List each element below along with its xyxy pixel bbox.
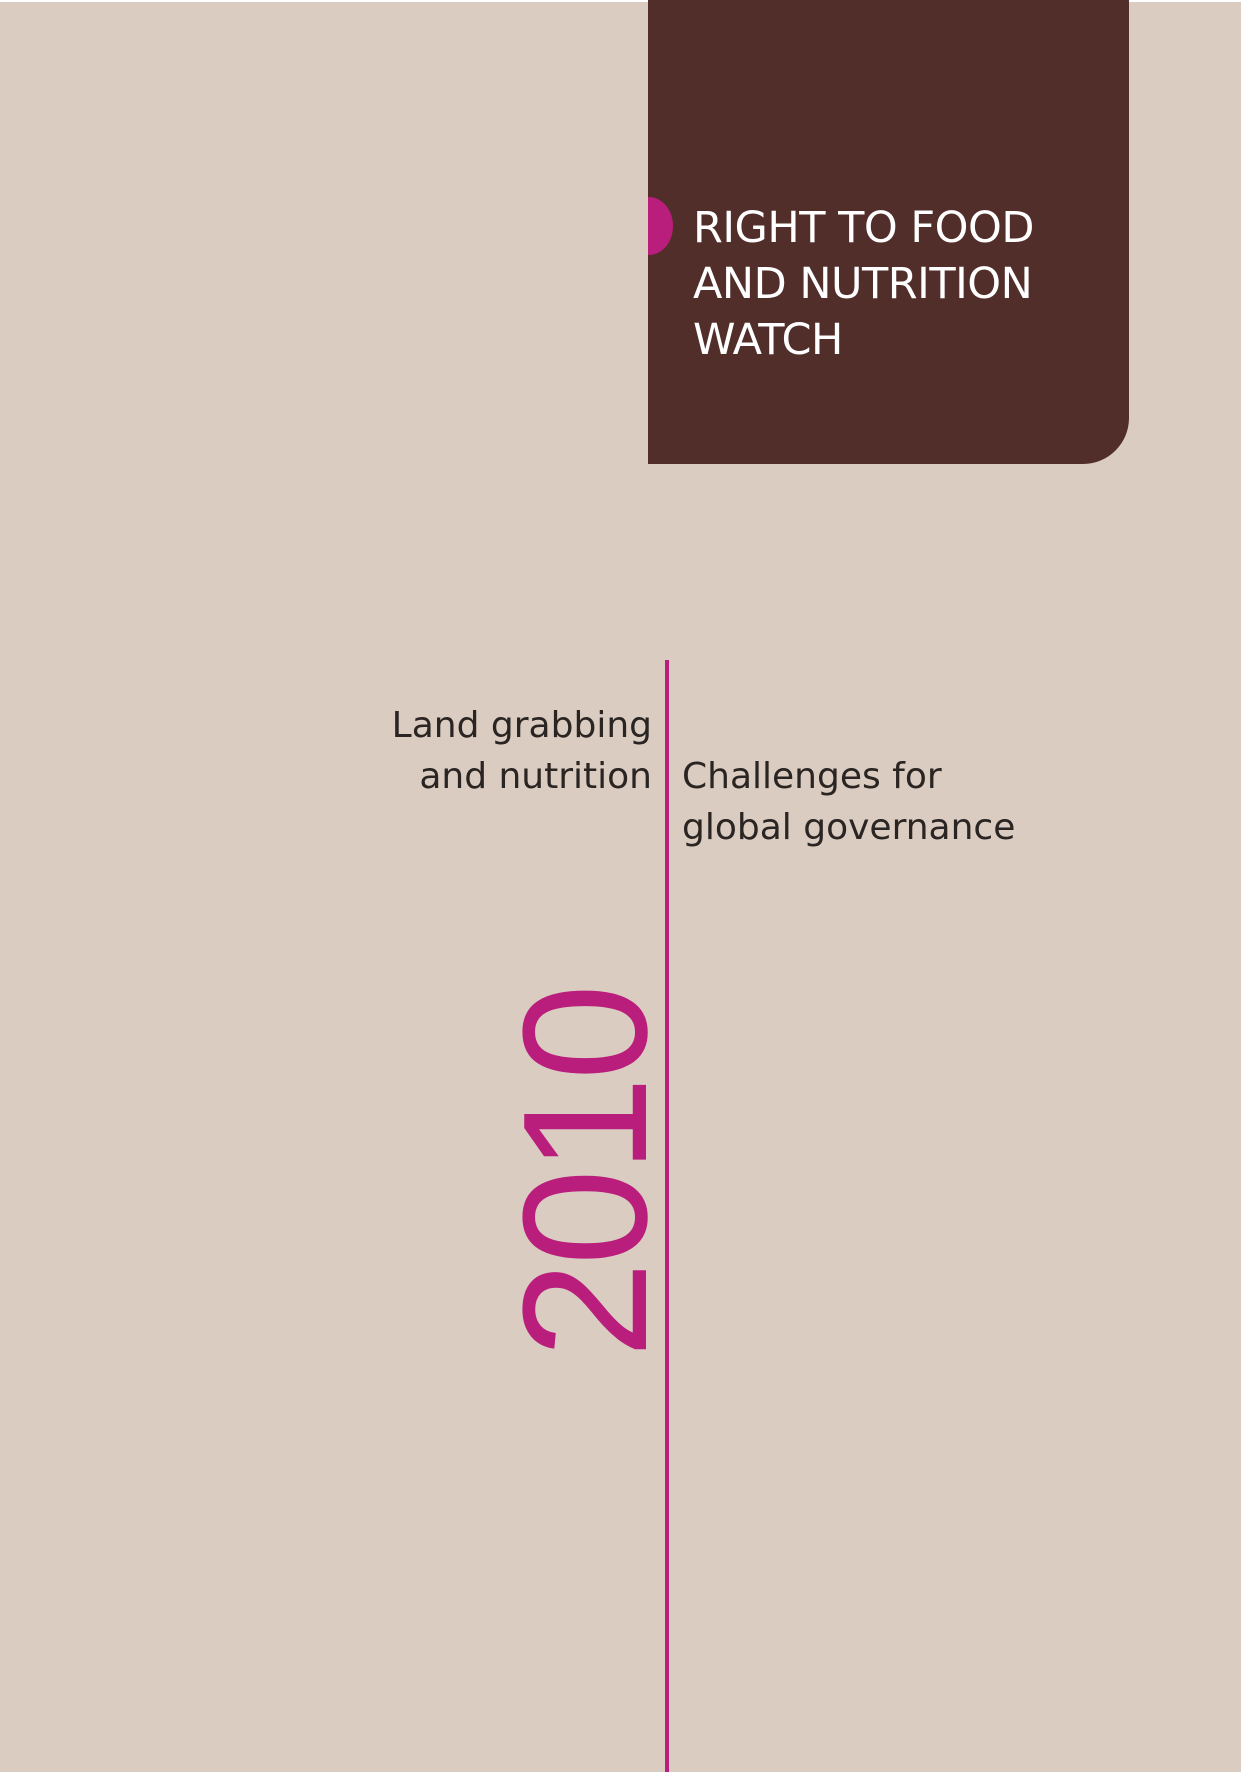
banner-dot-marker [648, 197, 673, 255]
series-banner [648, 0, 1129, 464]
series-title-line-3: WATCH [693, 315, 843, 365]
series-title: RIGHT TO FOOD AND NUTRITION WATCH [693, 200, 1113, 368]
report-subtitle-line-1: Challenges for [682, 756, 942, 797]
top-edge [0, 0, 1241, 2]
edition-year: 2010 [486, 987, 684, 1358]
series-title-line-1: RIGHT TO FOOD [693, 203, 1034, 253]
report-subtitle-line-2: global governance [682, 807, 1016, 848]
report-title-line-2: and nutrition [419, 756, 652, 797]
report-title-line-1: Land grabbing [391, 705, 652, 746]
series-title-line-2: AND NUTRITION [693, 259, 1033, 309]
report-title: Land grabbing and nutrition [300, 700, 652, 802]
report-subtitle: Challenges for global governance [682, 751, 1102, 853]
vertical-divider [665, 660, 669, 1772]
